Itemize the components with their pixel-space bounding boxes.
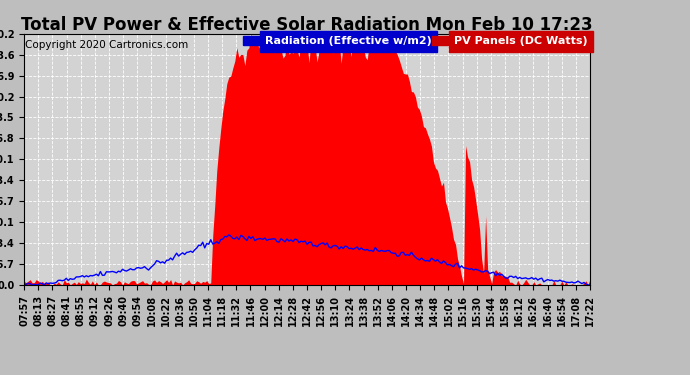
- Title: Total PV Power & Effective Solar Radiation Mon Feb 10 17:23: Total PV Power & Effective Solar Radiati…: [21, 16, 593, 34]
- Legend: Radiation (Effective w/m2), PV Panels (DC Watts): Radiation (Effective w/m2), PV Panels (D…: [241, 35, 589, 48]
- Text: Copyright 2020 Cartronics.com: Copyright 2020 Cartronics.com: [26, 40, 188, 50]
